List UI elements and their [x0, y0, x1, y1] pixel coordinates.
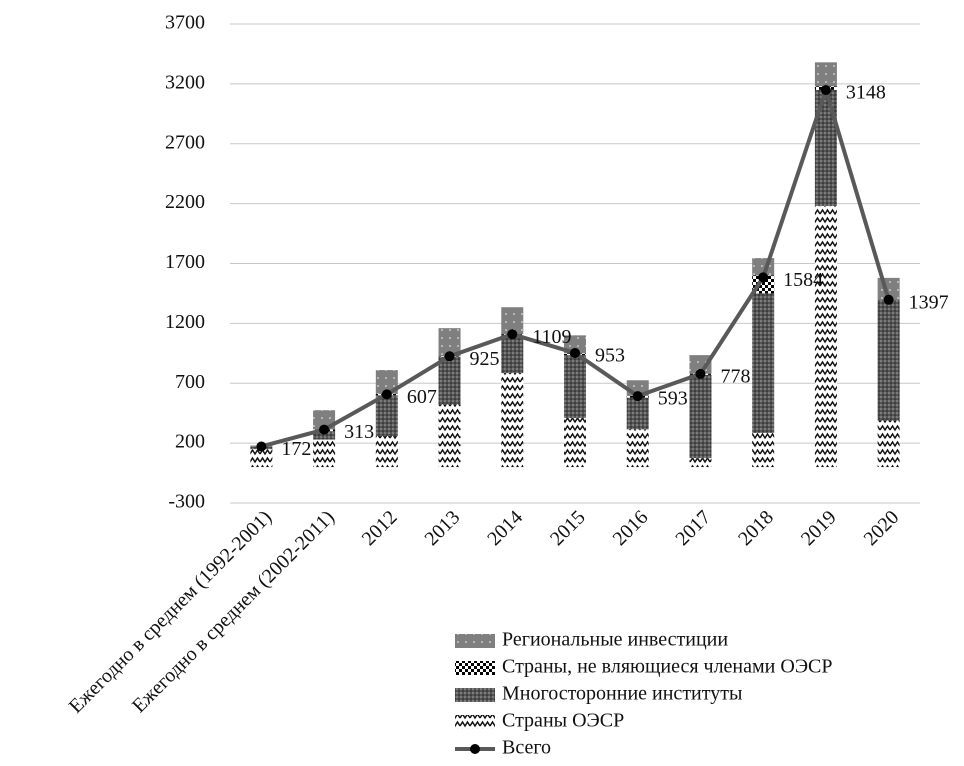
total-marker: [883, 294, 894, 305]
legend-swatch: [455, 634, 495, 648]
y-tick-label: -300: [168, 491, 205, 513]
total-marker: [758, 272, 769, 283]
legend-swatch: [455, 688, 495, 702]
x-tick-label: 2020: [860, 506, 904, 550]
bar-segment: [814, 89, 837, 207]
data-label: 313: [344, 421, 374, 443]
x-tick-label: 2012: [358, 506, 402, 550]
total-marker: [507, 329, 518, 340]
bar-segment: [438, 404, 461, 468]
bar-segment: [877, 420, 900, 468]
total-marker: [632, 391, 643, 402]
legend-label: Многосторонние институты: [502, 683, 742, 705]
data-label: 593: [658, 388, 688, 410]
y-tick-label: 200: [175, 431, 205, 453]
data-label: 1584: [783, 269, 823, 291]
bar-segment: [375, 395, 398, 436]
x-tick-label: 2014: [483, 506, 527, 550]
bar-segment: [689, 374, 712, 459]
bar-segment: [752, 432, 775, 468]
legend-swatch: [455, 661, 495, 675]
bar-segment: [375, 370, 398, 395]
data-label: 607: [407, 386, 437, 408]
x-tick-label: 2017: [671, 506, 715, 550]
total-marker: [570, 347, 580, 358]
bar-segment: [752, 293, 775, 433]
bar-segment: [564, 355, 586, 418]
total-marker: [381, 389, 392, 400]
y-tick-label: 3700: [165, 12, 205, 34]
bar-segment: [375, 435, 398, 468]
bar-segment: [689, 458, 712, 468]
legend-label: Всего: [502, 737, 551, 759]
y-tick-label: 700: [175, 371, 205, 393]
bar-segment: [501, 307, 524, 335]
bar-segment: [313, 439, 336, 468]
x-tick-label: 2016: [609, 506, 653, 550]
total-marker: [319, 424, 330, 435]
bar-segment: [438, 356, 461, 405]
legend-swatch: [470, 744, 480, 754]
bar-segment: [313, 431, 336, 440]
bar-segment: [501, 335, 524, 374]
data-label: 1109: [532, 326, 571, 348]
bar-segment: [250, 449, 273, 468]
x-tick-label: 2015: [546, 506, 590, 550]
bar-segment: [626, 429, 649, 468]
data-label: 778: [720, 366, 750, 388]
bar-segment: [814, 62, 837, 87]
bar-segment: [501, 373, 524, 468]
legend-label: Страны ОЭСР: [502, 710, 624, 732]
bar-segment: [626, 397, 649, 430]
data-label: 1397: [909, 291, 949, 313]
legend-swatch: [455, 715, 495, 729]
total-marker: [256, 441, 267, 452]
y-tick-label: 2700: [165, 131, 205, 153]
bar-segment: [564, 417, 586, 468]
y-tick-label: 3200: [165, 71, 205, 93]
x-tick-label: 2019: [797, 506, 841, 550]
total-marker: [444, 351, 455, 362]
bar-segment: [438, 328, 461, 357]
legend-label: Страны, не вляющиеся членами ОЭСР: [502, 656, 832, 678]
bar-segment: [564, 335, 586, 354]
data-label: 953: [595, 345, 625, 367]
data-label: 172: [281, 438, 311, 460]
legend-label: Региональные инвестиции: [502, 629, 728, 651]
total-marker: [695, 368, 706, 379]
x-tick-label: 2013: [420, 506, 464, 550]
y-tick-label: 2200: [165, 191, 205, 213]
bar-segment: [877, 300, 900, 421]
bar-segment: [814, 206, 837, 468]
x-tick-label: 2018: [734, 506, 778, 550]
data-label: 925: [470, 348, 500, 370]
data-label: 3148: [846, 82, 886, 104]
total-marker: [820, 85, 831, 96]
y-tick-label: 1200: [165, 311, 205, 333]
y-tick-label: 1700: [165, 251, 205, 273]
